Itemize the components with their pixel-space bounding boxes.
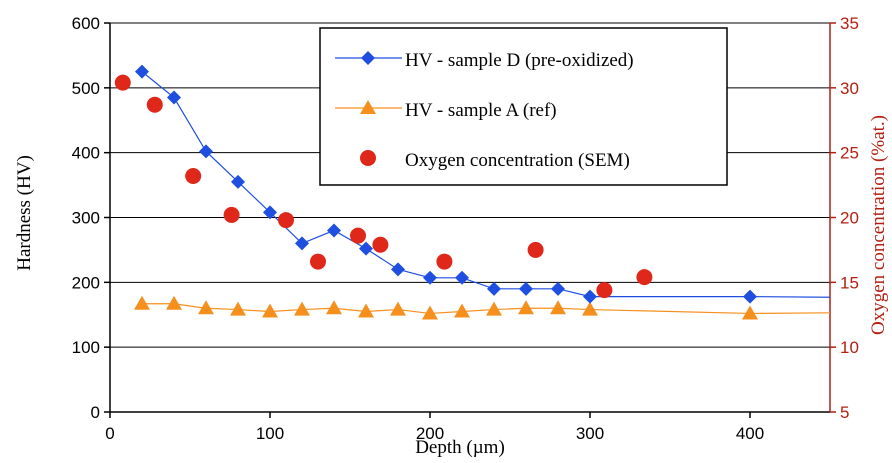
x-tick-label: 400: [736, 424, 764, 443]
series-line-sample-a: [142, 303, 831, 315]
data-point-sample-d: [743, 289, 757, 304]
legend-label-oxygen: Oxygen concentration (SEM): [405, 150, 630, 171]
y-tick-label: 100: [72, 338, 100, 357]
data-point-oxygen: [596, 282, 613, 299]
data-point-sample-d: [359, 241, 373, 256]
data-point-sample-a: [486, 301, 502, 316]
data-point-sample-d: [135, 64, 149, 79]
x-tick-label: 100: [256, 424, 284, 443]
legend: HV - sample D (pre-oxidized) HV - sample…: [319, 27, 728, 186]
y2-tick-label: 5: [840, 403, 849, 422]
tick-labels: 0 100 200 300 400 500 600 5 10 15 20 25 30 35 0 100 200 3…: [72, 14, 859, 443]
data-point-oxygen: [350, 227, 366, 244]
y-tick-label: 300: [72, 209, 100, 228]
data-point-sample-a: [326, 300, 342, 315]
data-point-sample-d: [423, 270, 437, 285]
x-tick-label: 300: [576, 424, 604, 443]
data-point-sample-d: [167, 90, 181, 105]
data-point-sample-d: [231, 174, 245, 189]
y2-tick-label: 35: [840, 14, 859, 33]
data-point-sample-a: [518, 300, 534, 315]
y2-tick-label: 15: [840, 273, 859, 292]
y-tick-label: 400: [72, 144, 100, 163]
legend-marker-oxygen: [360, 150, 376, 166]
data-point-oxygen: [185, 168, 202, 185]
data-point-sample-a: [262, 303, 278, 318]
data-point-sample-d: [519, 281, 533, 296]
y2-tick-label: 30: [840, 79, 859, 98]
axes: [104, 22, 836, 418]
data-point-oxygen: [146, 96, 163, 113]
data-point-oxygen: [223, 206, 240, 223]
data-point-sample-a: [550, 300, 566, 315]
data-point-sample-d: [583, 289, 597, 304]
legend-label-sample-a: HV - sample A (ref): [405, 100, 557, 121]
y-tick-label: 200: [72, 273, 100, 292]
y-tick-label: 500: [72, 79, 100, 98]
x-tick-label: 200: [416, 424, 444, 443]
data-point-oxygen: [636, 269, 653, 286]
y2-tick-label: 25: [840, 144, 859, 163]
legend-label-sample-d: HV - sample D (pre-oxidized): [405, 50, 634, 71]
data-point-sample-a: [294, 301, 310, 316]
data-point-oxygen: [310, 253, 326, 270]
legend-box: [319, 27, 728, 186]
data-point-sample-a: [422, 305, 438, 320]
data-point-sample-a: [230, 301, 246, 316]
y2-tick-label: 20: [840, 209, 859, 228]
data-point-sample-d: [263, 205, 277, 220]
data-point-sample-d: [327, 223, 341, 238]
data-point-sample-a: [390, 301, 406, 316]
data-point-sample-a: [742, 305, 758, 320]
data-point-sample-a: [134, 295, 150, 310]
data-point-oxygen: [436, 253, 453, 270]
data-point-sample-d: [487, 281, 501, 296]
data-point-sample-a: [166, 295, 182, 310]
y2-tick-label: 10: [840, 338, 859, 357]
legend-items: [335, 51, 402, 166]
data-point-sample-a: [198, 300, 214, 315]
data-point-sample-d: [551, 281, 565, 296]
y-axis-title: Hardness (HV): [14, 155, 35, 271]
data-point-oxygen: [372, 236, 389, 253]
y-tick-label: 0: [91, 403, 100, 422]
legend-marker-sample-d: [361, 51, 375, 65]
data-point-sample-d: [391, 262, 405, 277]
data-point-sample-d: [199, 144, 213, 159]
data-point-oxygen: [527, 241, 544, 258]
data-point-sample-a: [454, 303, 470, 318]
data-point-sample-d: [455, 270, 469, 285]
y-tick-label: 600: [72, 14, 100, 33]
legend-marker-sample-a: [360, 100, 376, 114]
y2-axis-title: Oxygen concentration (%at.): [868, 115, 889, 335]
plot-area: [114, 64, 831, 320]
data-point-sample-d: [295, 236, 309, 251]
data-point-oxygen: [278, 212, 294, 229]
data-point-sample-a: [358, 303, 374, 318]
x-axis-title: Depth (µm): [415, 437, 505, 458]
data-point-oxygen: [114, 74, 131, 91]
x-tick-label: 0: [105, 424, 114, 443]
data-point-sample-a: [582, 301, 598, 316]
